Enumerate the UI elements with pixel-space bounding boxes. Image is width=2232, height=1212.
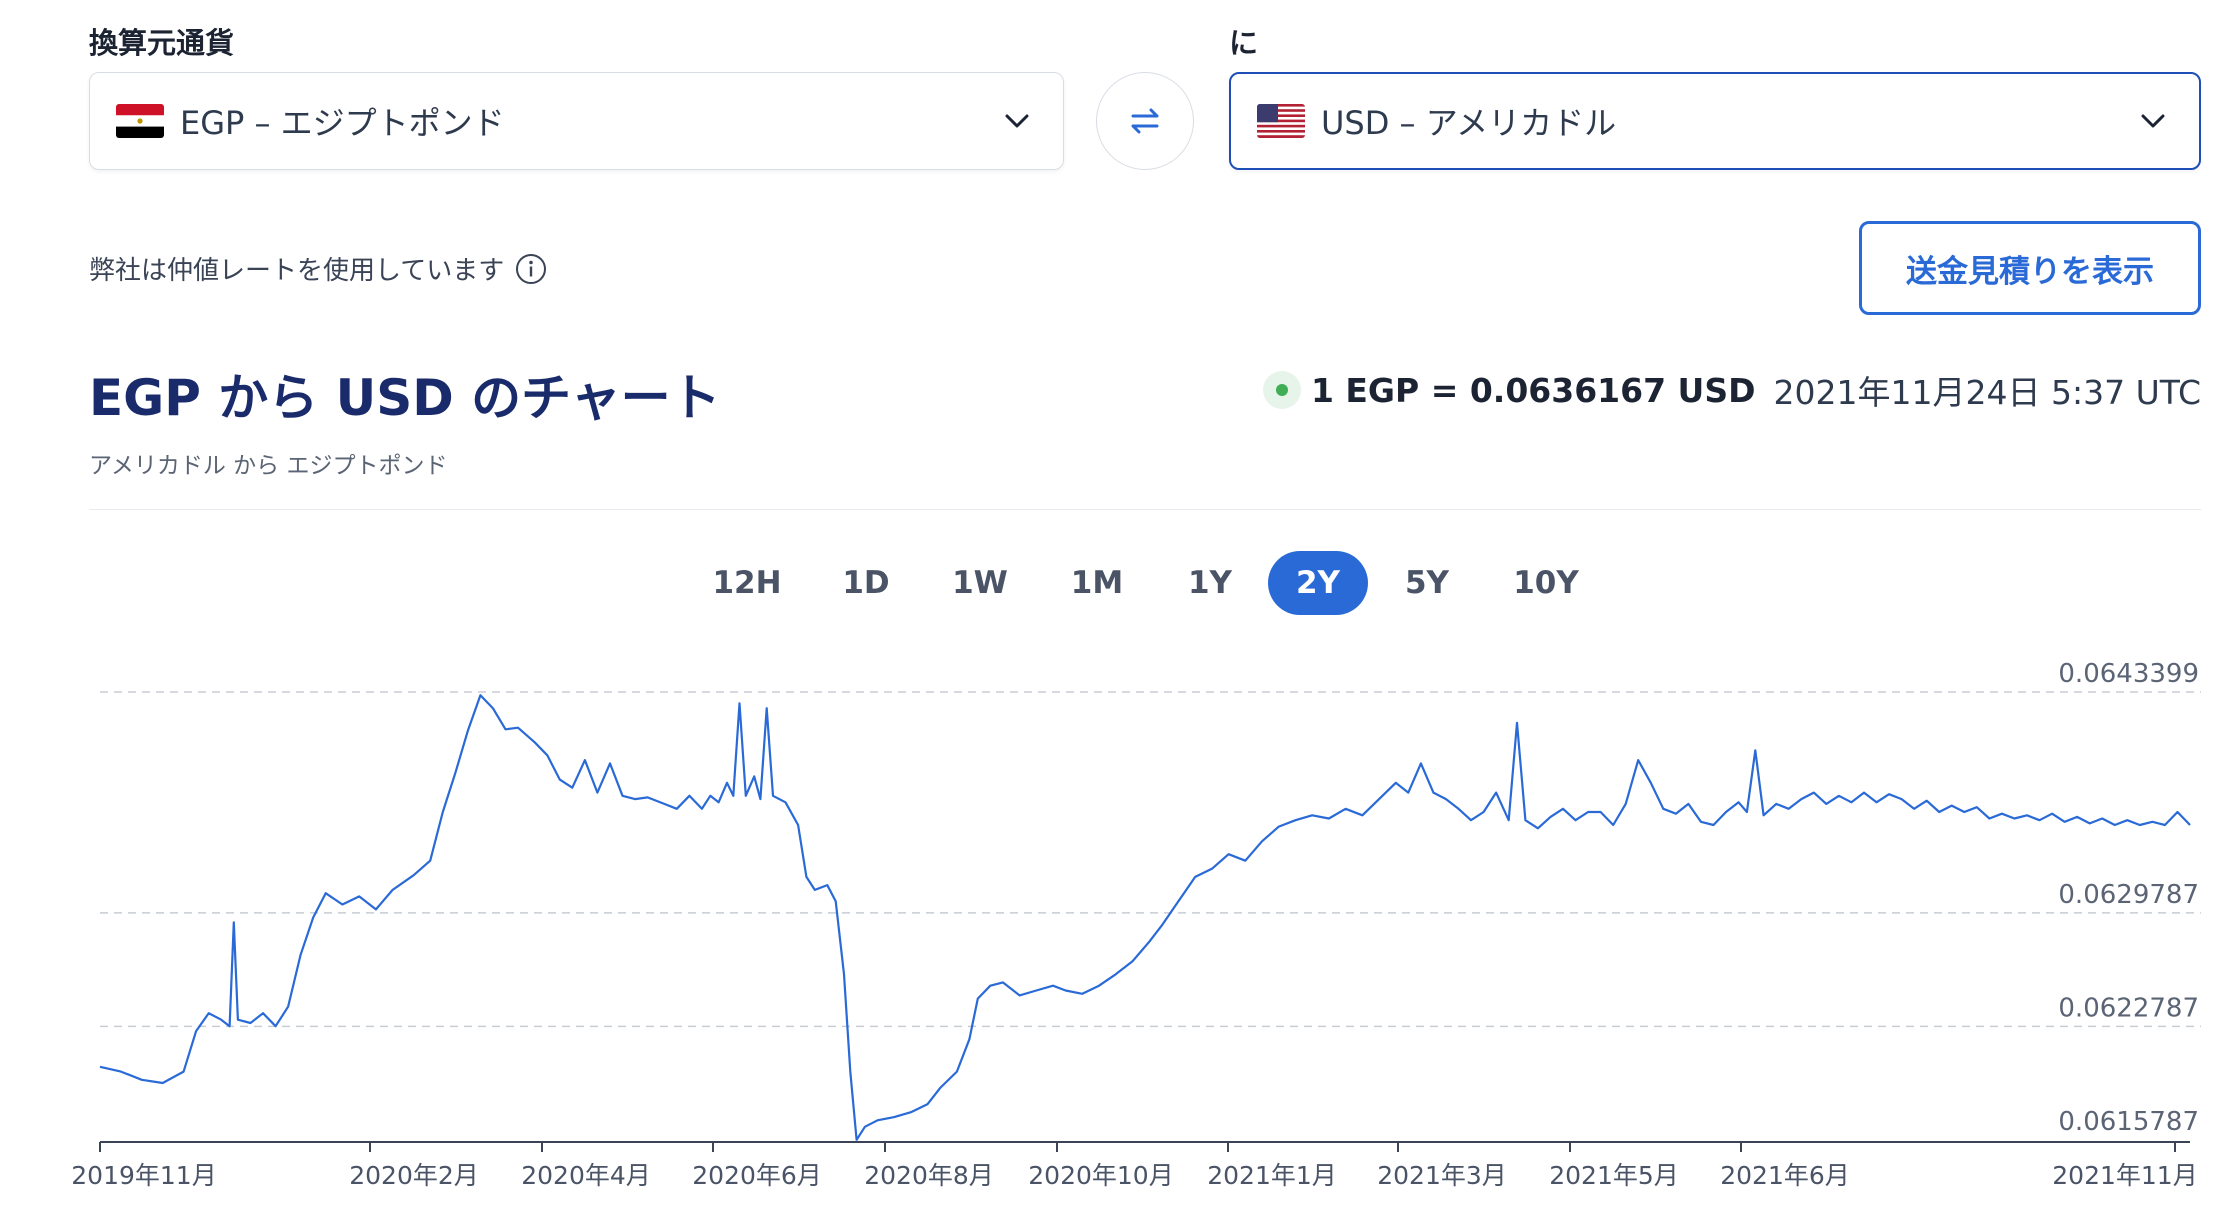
x-tick-label: 2020年8月 [864, 1161, 994, 1190]
to-currency-text: USD – アメリカドル [1321, 104, 1617, 142]
us-flag-icon [1257, 104, 1305, 138]
x-tick-label: 2019年11月 [71, 1161, 216, 1190]
x-tick-label: 2021年5月 [1549, 1161, 1679, 1190]
rate-value: 1 EGP = 0.0636167 USD [1310, 370, 1756, 410]
chevron-down-icon[interactable] [997, 101, 1037, 141]
mid-market-note-text: 弊社は仲値レートを使用しています [89, 256, 505, 286]
chevron-down-icon[interactable] [2133, 101, 2173, 141]
x-tick-label: 2021年3月 [1377, 1161, 1507, 1190]
rate-series-line [99, 694, 2191, 1141]
x-tick-label: 2021年6月 [1720, 1161, 1850, 1190]
range-1y[interactable]: 1Y [1187, 565, 1233, 601]
range-2y[interactable]: 2Y [1268, 551, 1368, 615]
y-tick-label: 0.0615787 [2058, 1107, 2199, 1137]
y-tick-label: 0.0622787 [2058, 993, 2199, 1023]
divider [89, 509, 2201, 510]
x-tick-label: 2020年2月 [349, 1161, 479, 1190]
range-1d[interactable]: 1D [842, 565, 890, 601]
y-tick-label: 0.0629787 [2058, 880, 2199, 910]
swap-currencies-button[interactable] [1096, 72, 1194, 170]
live-indicator-icon [1262, 371, 1301, 409]
x-tick-label: 2020年10月 [1028, 1161, 1173, 1190]
chart-subtitle-link[interactable]: アメリカドル から エジプトポンド [89, 453, 448, 479]
rate-timestamp: 2021年11月24日 5:37 UTC [1773, 373, 2201, 412]
to-label: に [1229, 26, 1259, 60]
mid-market-note: 弊社は仲値レートを使用しています [89, 250, 548, 287]
from-currency-select[interactable]: EGP – エジプトポンド [89, 72, 1064, 170]
from-label: 換算元通貨 [89, 26, 235, 60]
range-1w[interactable]: 1W [952, 565, 1008, 601]
y-tick-label: 0.0643399 [2058, 659, 2199, 689]
x-tick-label: 2021年1月 [1207, 1161, 1337, 1190]
range-1m[interactable]: 1M [1070, 565, 1124, 601]
range-5y[interactable]: 5Y [1404, 565, 1450, 601]
from-currency-text: EGP – エジプトポンド [180, 104, 505, 142]
range-selector: 12H 1D 1W 1M 1Y 2Y 5Y 10Y [0, 551, 2232, 615]
x-tick-label: 2021年11月 [2052, 1161, 2197, 1190]
x-tick-label: 2020年6月 [692, 1161, 822, 1190]
range-10y[interactable]: 10Y [1513, 565, 1579, 601]
to-currency-select[interactable]: USD – アメリカドル [1229, 72, 2201, 170]
swap-arrows-icon [1131, 108, 1159, 134]
view-quote-button[interactable]: 送金見積りを表示 [1859, 221, 2201, 315]
rate-line-chart[interactable]: 0.0643399 0.0629787 0.0622787 0.0615787 2019… [0, 640, 2232, 1212]
info-icon[interactable] [514, 252, 548, 286]
chart-title: EGP から USD のチャート [89, 369, 721, 427]
current-rate: 1 EGP = 0.0636167 USD 2021年11月24日 5:37 U… [1262, 366, 2201, 414]
range-12h[interactable]: 12H [712, 565, 782, 601]
egypt-flag-icon [116, 104, 164, 138]
x-tick-label: 2020年4月 [521, 1161, 651, 1190]
